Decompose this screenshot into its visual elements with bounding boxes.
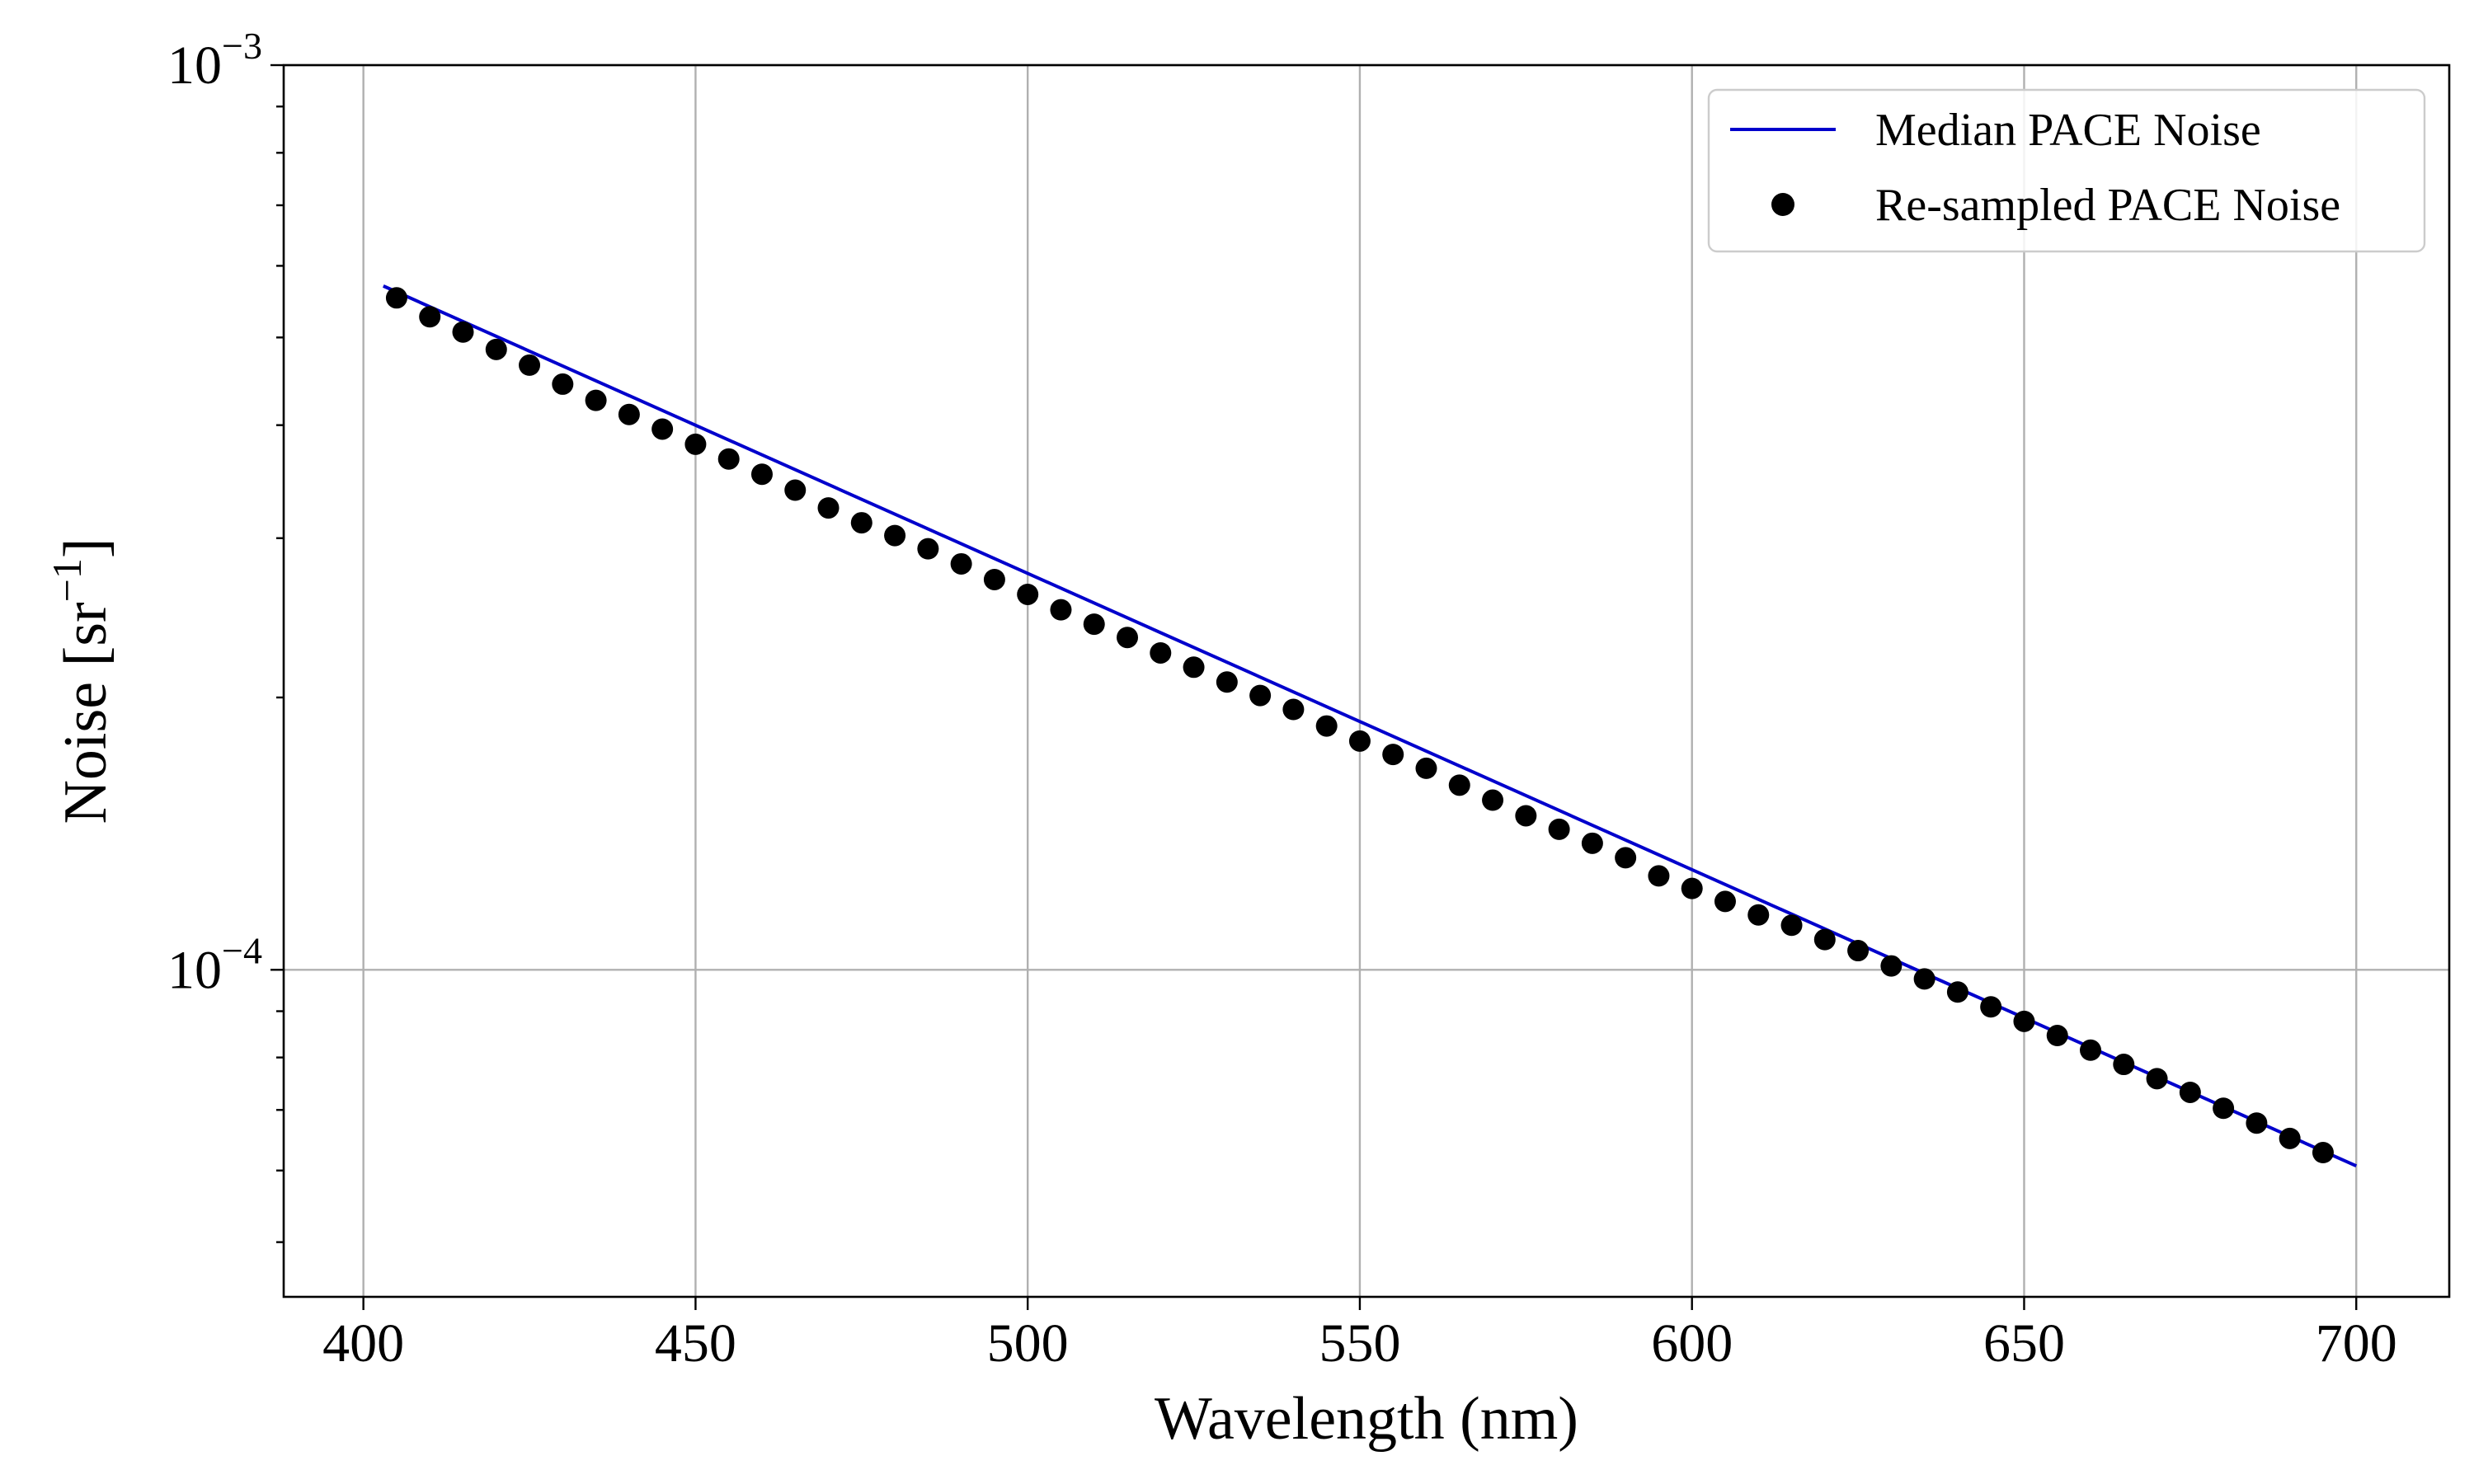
- x-tick-label: 600: [1651, 1313, 1733, 1374]
- y-tick-label-base: 10: [167, 940, 222, 1000]
- x-tick-label: 650: [1983, 1313, 2065, 1374]
- resampled-noise-point: [2279, 1127, 2301, 1149]
- resampled-noise-point: [1050, 599, 1072, 621]
- resampled-noise-point: [950, 552, 972, 575]
- resampled-noise-point: [1648, 865, 1670, 887]
- resampled-noise-point: [2013, 1010, 2035, 1032]
- resampled-noise-point: [585, 389, 607, 411]
- resampled-noise-point: [1581, 832, 1603, 854]
- resampled-noise-point: [1714, 890, 1736, 913]
- x-tick-label: 700: [2316, 1313, 2397, 1374]
- resampled-noise-point: [1282, 698, 1305, 721]
- resampled-noise-point: [717, 448, 740, 470]
- resampled-noise-point: [1946, 981, 1968, 1003]
- resampled-noise-point: [1017, 583, 1039, 605]
- resampled-noise-point: [385, 287, 407, 309]
- x-tick-label: 550: [1319, 1313, 1400, 1374]
- resampled-noise-point: [419, 306, 441, 328]
- resampled-noise-point: [1681, 877, 1703, 899]
- resampled-noise-point: [1880, 955, 1903, 977]
- resampled-noise-point: [1216, 671, 1238, 693]
- y-tick-label: 10−4: [167, 929, 262, 1000]
- resampled-noise-point: [1747, 904, 1770, 926]
- resampled-noise-point: [1515, 805, 1537, 827]
- y-tick-label-exponent: −3: [222, 25, 262, 67]
- legend: Median PACE Noise Re-sampled PACE Noise: [1707, 88, 2426, 253]
- resampled-noise-point: [817, 497, 840, 519]
- x-tick-label: 450: [655, 1313, 736, 1374]
- resampled-noise-point: [1615, 847, 1637, 869]
- resampled-noise-point: [1448, 774, 1470, 796]
- resampled-noise-point: [983, 568, 1005, 590]
- resampled-noise-point: [917, 538, 939, 560]
- resampled-noise-point: [2246, 1112, 2268, 1134]
- resampled-noise-point: [552, 373, 574, 395]
- resampled-noise-point: [1415, 757, 1437, 779]
- y-axis-label-exponent: −1: [44, 558, 90, 602]
- resampled-noise-point: [1249, 684, 1272, 707]
- resampled-noise-point: [1083, 613, 1105, 636]
- y-tick-label: 10−3: [167, 25, 262, 96]
- resampled-noise-point: [1183, 656, 1205, 679]
- x-tick-label: 400: [322, 1313, 404, 1374]
- resampled-noise-point: [2213, 1097, 2235, 1120]
- legend-label-median: Median PACE Noise: [1875, 105, 2261, 156]
- x-axis-label: Wavelength (nm): [1155, 1385, 1578, 1453]
- resampled-noise-point: [1150, 641, 1172, 664]
- y-tick-label-base: 10: [167, 35, 222, 96]
- resampled-noise-point: [2179, 1081, 2201, 1103]
- resampled-noise-point: [1980, 996, 2002, 1018]
- resampled-noise-point: [519, 354, 541, 376]
- resampled-noise-point: [1813, 928, 1836, 951]
- resampled-noise-point: [1548, 818, 1570, 840]
- x-tick-label: 500: [987, 1313, 1069, 1374]
- resampled-noise-point: [1348, 730, 1371, 752]
- resampled-noise-point: [1315, 715, 1338, 737]
- y-axis-label-close: ]: [52, 538, 120, 558]
- y-tick-label-exponent: −4: [222, 929, 262, 971]
- resampled-noise-point: [750, 463, 773, 486]
- resampled-noise-point: [850, 512, 872, 534]
- resampled-noise-point: [1382, 744, 1404, 766]
- plot-frame: [282, 63, 2451, 1298]
- resampled-noise-point: [1847, 940, 1870, 962]
- resampled-noise-point: [2046, 1025, 2068, 1047]
- resampled-noise-point: [1780, 914, 1803, 937]
- resampled-noise-point: [2113, 1054, 2135, 1076]
- resampled-noise-point: [2080, 1039, 2102, 1061]
- resampled-noise-point: [651, 418, 674, 440]
- resampled-noise-point: [2146, 1068, 2168, 1090]
- plot-series: [383, 284, 2358, 1168]
- resampled-noise-point: [618, 403, 640, 425]
- legend-box: [1707, 88, 2426, 253]
- resampled-noise-point: [884, 524, 906, 547]
- resampled-noise-point: [452, 321, 474, 343]
- legend-label-resampled: Re-sampled PACE Noise: [1875, 180, 2340, 231]
- resampled-noise-point: [2312, 1142, 2334, 1164]
- resampled-noise-point: [1913, 968, 1935, 990]
- y-axis-label: Noise [sr−1]: [44, 538, 120, 824]
- resampled-noise-point: [684, 433, 707, 455]
- resampled-noise-point: [1482, 789, 1504, 811]
- legend-marker-swatch: [1771, 193, 1794, 216]
- resampled-noise-point: [1117, 627, 1139, 649]
- y-axis-label-main: Noise [sr: [52, 602, 120, 824]
- resampled-noise-point: [485, 338, 507, 360]
- resampled-noise-point: [784, 479, 807, 501]
